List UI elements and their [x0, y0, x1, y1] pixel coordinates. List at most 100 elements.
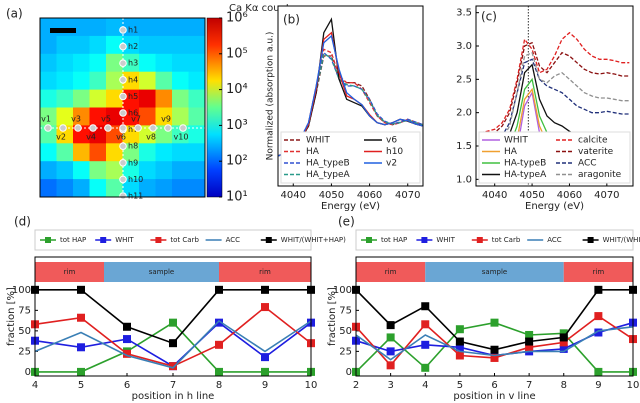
heat-cell	[40, 143, 57, 162]
y-tick-label: 2.0	[456, 108, 472, 119]
series-line	[479, 31, 630, 134]
data-point	[169, 362, 177, 371]
heat-cell	[89, 143, 107, 162]
data-point	[525, 337, 534, 346]
heat-cell	[139, 35, 156, 55]
legend-label: HA-typeA	[504, 170, 547, 180]
data-point	[215, 318, 223, 327]
colorbar	[206, 17, 223, 198]
data-point	[455, 325, 464, 334]
scale-bar	[50, 28, 76, 33]
heat-cell	[40, 53, 57, 73]
map-point	[119, 175, 127, 184]
data-point	[215, 367, 223, 376]
heat-cell	[73, 53, 90, 73]
legend-label: calcite	[578, 136, 608, 146]
colorbar-tick-label: 10¹	[226, 190, 248, 205]
data-point	[169, 339, 177, 348]
x-tick-label: 4040	[482, 190, 507, 201]
x-tick-label: 7	[170, 380, 176, 391]
point-label: v8	[146, 133, 156, 142]
legend-box	[280, 131, 421, 184]
point-label: h10	[128, 175, 143, 184]
colorbar-tick-label: 10²	[226, 154, 248, 169]
heat-cell	[56, 161, 74, 180]
heat-cell	[122, 161, 140, 180]
map-point	[134, 124, 142, 132]
legend-label: WHIT/(WHIT+HAP)	[281, 236, 346, 244]
heat-cell	[172, 18, 189, 37]
point-label: h5	[128, 92, 138, 101]
legend-label: tot HAP	[60, 236, 86, 244]
x-tick-label: 4050	[319, 190, 344, 201]
heat-cell	[89, 71, 107, 91]
heat-cell	[89, 161, 107, 180]
heat-cell	[122, 53, 140, 73]
heat-cell	[89, 53, 107, 73]
data-point	[525, 343, 534, 352]
region-band	[425, 262, 564, 282]
x-tick-label: 9	[262, 380, 268, 391]
data-point	[261, 367, 269, 376]
x-tick-label: 4060	[357, 190, 382, 201]
data-point	[490, 318, 499, 327]
region-label: rim	[259, 268, 271, 276]
data-point	[386, 361, 395, 370]
heat-cell	[188, 53, 206, 73]
data-point	[594, 285, 603, 294]
data-point	[594, 328, 603, 337]
heat-cell	[40, 125, 57, 144]
x-tick-label: 4070	[594, 190, 619, 201]
heat-cell	[40, 161, 57, 180]
heat-cell	[172, 35, 189, 55]
heat-cell	[56, 89, 74, 108]
legend-label: aragonite	[578, 170, 622, 180]
region-label: rim	[593, 268, 605, 276]
x-tick-label: 4070	[395, 190, 420, 201]
panel-label: (d)	[14, 215, 31, 229]
heat-cell	[106, 161, 123, 180]
region-label: rim	[64, 268, 76, 276]
heat-cell	[56, 18, 74, 37]
heat-cell	[139, 18, 156, 37]
x-tick-label: 8	[561, 380, 567, 391]
heat-cell	[188, 71, 206, 91]
x-tick-label: 4	[422, 380, 428, 391]
legend-marker	[421, 237, 428, 243]
point-label: h4	[128, 75, 138, 84]
heat-cell	[73, 107, 90, 126]
legend-label: vaterite	[578, 147, 614, 157]
legend-label: WHIT/(WHIT+HAP)	[603, 236, 640, 244]
data-point	[525, 330, 534, 339]
panel-label: (e)	[338, 215, 355, 229]
legend-marker	[476, 237, 483, 243]
point-label: h8	[128, 142, 138, 151]
data-point	[77, 343, 85, 352]
data-point	[386, 321, 395, 330]
heat-cell	[155, 35, 173, 55]
series-line	[34, 319, 312, 369]
legend-label: tot Carb	[170, 236, 199, 244]
heat-cell	[40, 89, 57, 108]
data-point	[215, 340, 223, 349]
x-tick-label: 6	[124, 380, 130, 391]
data-point	[559, 344, 568, 353]
y-axis-label: fraction [%]	[327, 287, 338, 346]
data-point	[490, 345, 499, 354]
point-label: h3	[128, 59, 138, 68]
data-point	[559, 333, 568, 342]
heat-cell	[188, 125, 206, 144]
map-point	[119, 92, 127, 101]
map-point	[119, 59, 127, 68]
map-point	[89, 124, 97, 132]
legend-box	[478, 131, 631, 184]
y-axis-label: Normalized (absorption a.u.)	[266, 32, 276, 161]
point-label: v1	[41, 115, 51, 124]
heat-cell	[188, 89, 206, 108]
x-tick-label: 8	[216, 380, 222, 391]
region-band	[563, 262, 633, 282]
x-axis-label: Energy (eV)	[525, 201, 584, 212]
heat-cell	[188, 161, 206, 180]
heat-cell	[73, 89, 90, 108]
heat-cell	[89, 18, 107, 37]
